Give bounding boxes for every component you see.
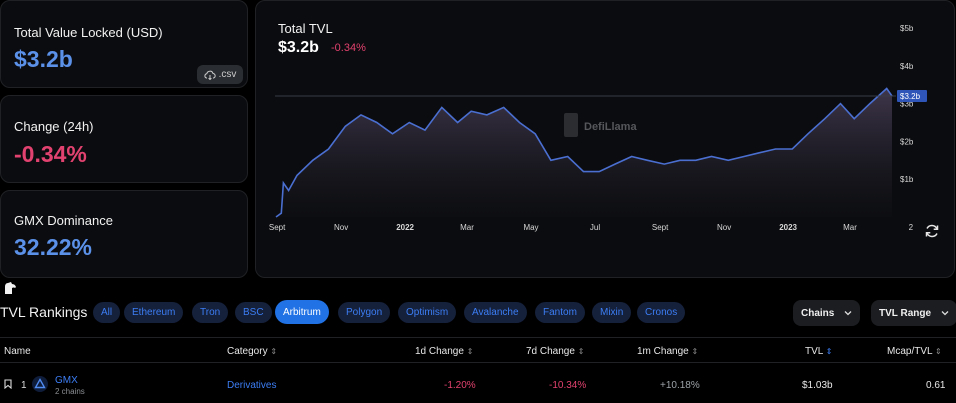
table-row[interactable]: 1 GMX 2 chains Derivatives -1.20% -10.34… xyxy=(0,366,956,403)
col-category-label: Category xyxy=(227,346,268,357)
y-tick-label: $4b xyxy=(900,62,914,71)
dominance-value: 32.22% xyxy=(14,234,93,260)
protocol-chains: 2 chains xyxy=(55,387,85,396)
x-tick-label: 2 xyxy=(909,223,914,232)
chart-title: Total TVL xyxy=(278,21,333,36)
chain-chip-ethereum[interactable]: Ethereum xyxy=(124,302,184,323)
sort-icon: ⇕ xyxy=(825,347,833,356)
tvl-range-dropdown[interactable]: TVL Range xyxy=(871,300,956,326)
change-label: Change (24h) xyxy=(14,119,94,134)
chain-chip-cronos[interactable]: Cronos xyxy=(637,302,686,323)
defillama-watermark: DefiLlama xyxy=(564,113,637,137)
tvl-chart-card: Total TVL $3.2b -0.34% DefiLlama $5b $4b $… xyxy=(255,0,955,278)
chain-chip-mixin[interactable]: Mixin xyxy=(592,302,632,323)
x-tick-label: Sept xyxy=(269,223,286,232)
col-1d-change-label: 1d Change xyxy=(415,346,464,357)
x-tick-label: Nov xyxy=(334,223,348,232)
tvl-rankings-title: TVL Rankings xyxy=(0,304,88,320)
col-mcap-tvl-label: Mcap/TVL xyxy=(887,346,933,357)
csv-label: .csv xyxy=(218,69,237,80)
chain-chip-optimism[interactable]: Optimism xyxy=(398,302,457,323)
chart-change: -0.34% xyxy=(331,42,366,54)
sort-icon: ⇕ xyxy=(691,347,699,356)
y-tick-label: $5b xyxy=(900,24,914,33)
x-tick-label: Mar xyxy=(843,223,857,232)
protocol-name-link[interactable]: GMX xyxy=(55,375,78,386)
x-tick-label: 2022 xyxy=(396,223,414,232)
change-1m: +10.18% xyxy=(660,380,700,391)
change-value: -0.34% xyxy=(14,141,87,167)
dominance-label: GMX Dominance xyxy=(14,213,113,228)
tvl-series-line xyxy=(275,87,893,218)
cloud-download-icon xyxy=(204,70,216,80)
chain-chip-bsc[interactable]: BSC xyxy=(235,302,272,323)
row-tvl: $1.03b xyxy=(802,380,833,391)
chain-chip-fantom[interactable]: Fantom xyxy=(535,302,585,323)
x-tick-label: 2023 xyxy=(779,223,797,232)
llama-logo-icon xyxy=(5,282,16,294)
x-tick-label: Sept xyxy=(652,223,669,232)
col-1m-change[interactable]: 1m Change ⇕ xyxy=(637,346,698,357)
tvl-range-dropdown-label: TVL Range xyxy=(879,307,932,319)
col-mcap-tvl[interactable]: Mcap/TVL ⇕ xyxy=(887,346,942,357)
sort-icon: ⇕ xyxy=(270,347,278,356)
chain-chip-arbitrum[interactable]: Arbitrum xyxy=(275,300,329,324)
chain-chip-all[interactable]: All xyxy=(93,302,121,323)
refresh-icon[interactable] xyxy=(923,222,941,240)
change-card: Change (24h) -0.34% xyxy=(0,95,248,183)
download-csv-button[interactable]: .csv xyxy=(197,65,243,84)
chain-chip-tron[interactable]: Tron xyxy=(192,302,229,323)
y-tick-label: $2b xyxy=(900,137,914,146)
x-tick-label: Nov xyxy=(717,223,731,232)
watermark-text: DefiLlama xyxy=(584,121,637,133)
x-tick-label: Jul xyxy=(590,223,600,232)
col-7d-change-label: 7d Change xyxy=(526,346,575,357)
change-1d: -1.20% xyxy=(444,380,476,391)
rankings-table-header: Name Category ⇕ 1d Change ⇕ 7d Change ⇕ … xyxy=(0,337,956,363)
tvl-area-chart[interactable]: DefiLlama $5b $4b $3b $2b $1b Sept Nov 2022 Mar… xyxy=(256,1,956,279)
chevron-down-icon xyxy=(941,311,949,316)
change-7d: -10.34% xyxy=(549,380,587,391)
row-rank: 1 xyxy=(21,380,27,391)
chains-dropdown[interactable]: Chains xyxy=(793,300,861,326)
col-7d-change[interactable]: 7d Change ⇕ xyxy=(526,346,584,357)
col-1m-change-label: 1m Change xyxy=(637,346,689,357)
current-value-tag xyxy=(897,90,927,103)
x-tick-label: May xyxy=(523,223,538,232)
col-tvl-label: TVL xyxy=(805,346,823,357)
col-tvl[interactable]: TVL ⇕ xyxy=(805,346,832,357)
sort-icon: ⇕ xyxy=(934,347,942,356)
col-1d-change[interactable]: 1d Change ⇕ xyxy=(415,346,473,357)
tvl-area-fill xyxy=(276,88,892,217)
chain-chip-avalanche[interactable]: Avalanche xyxy=(464,302,527,323)
col-category[interactable]: Category ⇕ xyxy=(227,346,277,357)
dominance-card: GMX Dominance 32.22% xyxy=(0,190,248,278)
tvl-card: Total Value Locked (USD) $3.2b .csv xyxy=(0,0,248,88)
chevron-down-icon xyxy=(844,311,852,316)
chain-chip-polygon[interactable]: Polygon xyxy=(338,302,391,323)
bookmark-icon[interactable] xyxy=(4,379,12,389)
gmx-logo-icon xyxy=(32,376,48,392)
tvl-value: $3.2b xyxy=(14,46,73,72)
col-name: Name xyxy=(4,346,31,357)
sort-icon: ⇕ xyxy=(466,347,474,356)
sort-icon: ⇕ xyxy=(577,347,585,356)
row-mcap-tvl: 0.61 xyxy=(926,380,946,391)
category-link[interactable]: Derivatives xyxy=(227,380,277,391)
chart-value: $3.2b xyxy=(278,39,319,56)
chains-dropdown-label: Chains xyxy=(801,307,835,319)
y-tick-label: $3b xyxy=(900,100,914,109)
x-tick-label: Mar xyxy=(460,223,474,232)
tvl-label: Total Value Locked (USD) xyxy=(14,25,163,40)
current-value-tag-text: $3.2b xyxy=(900,92,921,101)
y-tick-label: $1b xyxy=(900,175,914,184)
